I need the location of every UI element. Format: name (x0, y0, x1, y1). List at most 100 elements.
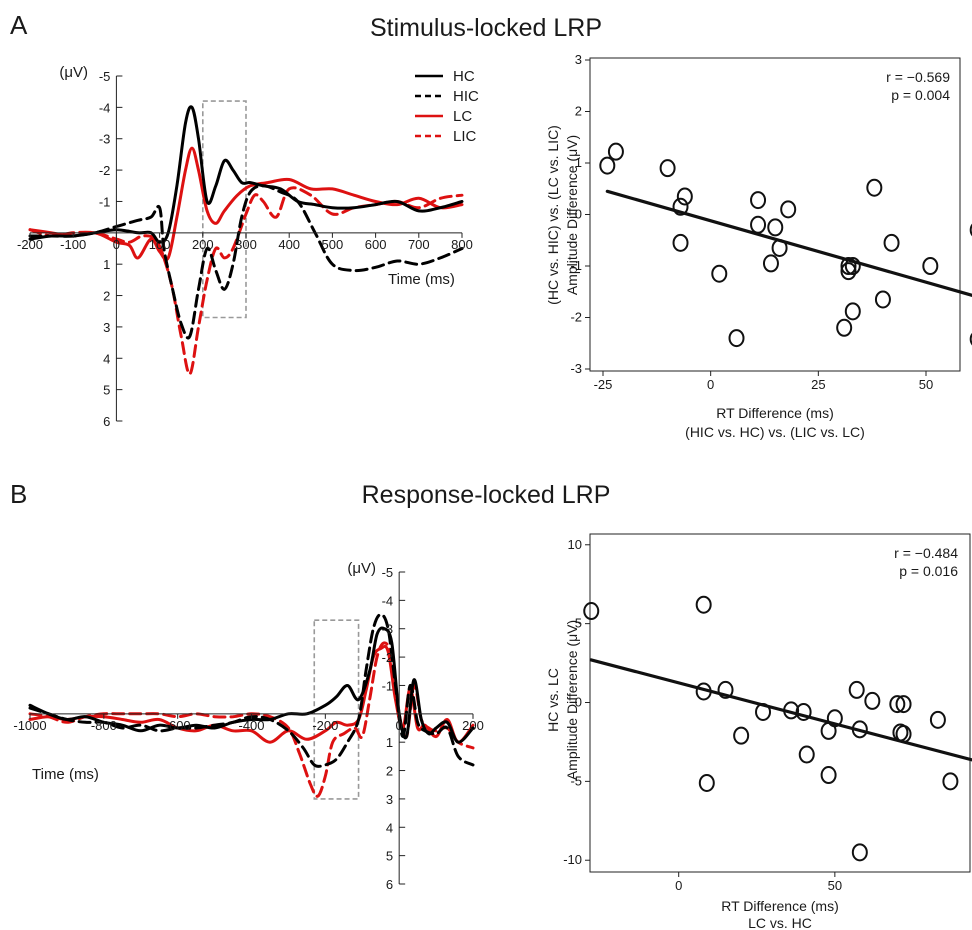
y-axis-label-1: HC vs. LC (545, 668, 561, 732)
scatter-point (762, 254, 779, 273)
scatter-point (866, 178, 883, 197)
x-tick-label: 200 (462, 718, 484, 733)
y-tick-label: 1 (386, 735, 393, 750)
y-tick-label: 5 (386, 849, 393, 864)
scatter-point (851, 843, 868, 862)
scatter-point (583, 602, 600, 621)
x-tick-label: 50 (919, 377, 933, 392)
scatter-point (969, 332, 972, 346)
y-tick-label: 2 (575, 104, 582, 119)
y-tick-label: 2 (386, 764, 393, 779)
y-tick-label: -5 (382, 565, 394, 580)
x-tick-label: 300 (235, 237, 257, 252)
y-tick-label: 5 (103, 383, 110, 398)
scatter-point (864, 691, 881, 710)
panel-letter-b: B (10, 479, 27, 509)
x-tick-label: -800 (91, 718, 117, 733)
y-tick-label: -4 (382, 593, 394, 608)
x-tick-label: -1000 (13, 718, 46, 733)
y-tick-label: 6 (386, 877, 393, 892)
unit-label: (μV) (347, 560, 376, 577)
chart-a-erp: -200 -100 0 100 200 300 400 500 600 700 800 -5 -4 -3 -… (17, 64, 479, 429)
plot-frame (589, 533, 971, 873)
x-tick-label: -400 (238, 718, 264, 733)
legend-label-lic: LIC (453, 128, 477, 145)
panel-title-a: Stimulus-locked LRP (370, 14, 602, 42)
fit-line-group (589, 658, 972, 762)
y-tick-label: 4 (386, 820, 393, 835)
y-tick-label: 6 (103, 414, 110, 429)
scatter-point (672, 233, 689, 252)
legend-label-lc: LC (453, 108, 472, 125)
scatter-point (672, 197, 689, 216)
y-tick-label: 3 (575, 52, 582, 67)
series-line-lic (28, 186, 464, 376)
scatter-point (676, 187, 693, 206)
legend-label-hic: HIC (453, 88, 479, 105)
scatter-point (695, 595, 712, 614)
y-tick-label: -3 (570, 361, 582, 376)
y-tick-label: 2 (103, 289, 110, 304)
x-tick-label: 800 (451, 237, 473, 252)
stat-r: r = −0.484 (894, 545, 958, 561)
y-tick-label: 0 (575, 207, 582, 222)
x-axis-label-1: RT Difference (ms) (716, 405, 833, 421)
x-tick-label: 100 (149, 237, 171, 252)
series-line-lc (28, 146, 464, 262)
scatter-point (607, 142, 624, 161)
scatter-point (750, 191, 767, 210)
scatter-point (848, 680, 865, 699)
y-tick-label: -2 (99, 163, 111, 178)
scatter-point (840, 257, 857, 275)
scatter-point (826, 709, 843, 728)
y-tick-label: -2 (382, 650, 394, 665)
y-tick-label: 1 (103, 257, 110, 272)
scatter-points (583, 595, 959, 862)
analysis-window (202, 100, 247, 319)
x-tick-label: 700 (408, 237, 430, 252)
erp-axes: -200 -100 0 100 200 300 400 500 600 700 800 -5 -4 -3 -… (17, 69, 473, 429)
x-tick-label: -100 (60, 237, 86, 252)
x-tick-label: 50 (828, 878, 842, 893)
scatter-point (795, 702, 812, 721)
scatter-point (840, 262, 857, 281)
scatter-point (698, 773, 715, 792)
y-tick-label: -3 (382, 622, 394, 637)
fit-line (589, 658, 972, 762)
scatter-point (728, 329, 745, 348)
scatter-point (844, 302, 861, 321)
scatter-point (599, 156, 616, 175)
scatter-point (659, 159, 676, 178)
y-axis-label-2: Amplitude Difference (μV) (564, 135, 580, 295)
y-tick-label: 4 (103, 351, 110, 366)
y-tick-label: 0 (575, 695, 582, 710)
scatter-point (780, 200, 797, 219)
y-tick-label: -4 (99, 100, 111, 115)
panel-letter-a: A (10, 10, 28, 40)
scatter-point (942, 772, 959, 791)
scatter-point (929, 710, 946, 729)
chart-b-erp: -1000 -800 -600 -400 -200 0 200 -5 -4 -3 -2 -1 1 2 3 4 5… (13, 560, 483, 892)
x-tick-label: -200 (17, 237, 43, 252)
series-line-hic (28, 184, 464, 340)
y-tick-label: 3 (386, 792, 393, 807)
scatter-point (767, 218, 784, 237)
scatter-point (874, 290, 891, 309)
erp-axes: -1000 -800 -600 -400 -200 0 200 -5 -4 -3 -2 -1 1 2 3 4 5… (13, 565, 483, 892)
scatter-point (895, 695, 912, 714)
fit-line-group (605, 189, 972, 297)
y-tick-label: -3 (99, 132, 111, 147)
scatter-point (844, 257, 861, 275)
analysis-window (313, 619, 360, 800)
y-tick-label: 10 (568, 537, 582, 552)
analysis-window-box (313, 619, 360, 800)
x-tick-label: -600 (165, 718, 191, 733)
y-tick-label: -5 (570, 773, 582, 788)
scatter-point (798, 745, 815, 764)
x-axis-label: Time (ms) (32, 766, 99, 783)
scatter-point (750, 215, 767, 234)
scatter-point (922, 257, 939, 275)
